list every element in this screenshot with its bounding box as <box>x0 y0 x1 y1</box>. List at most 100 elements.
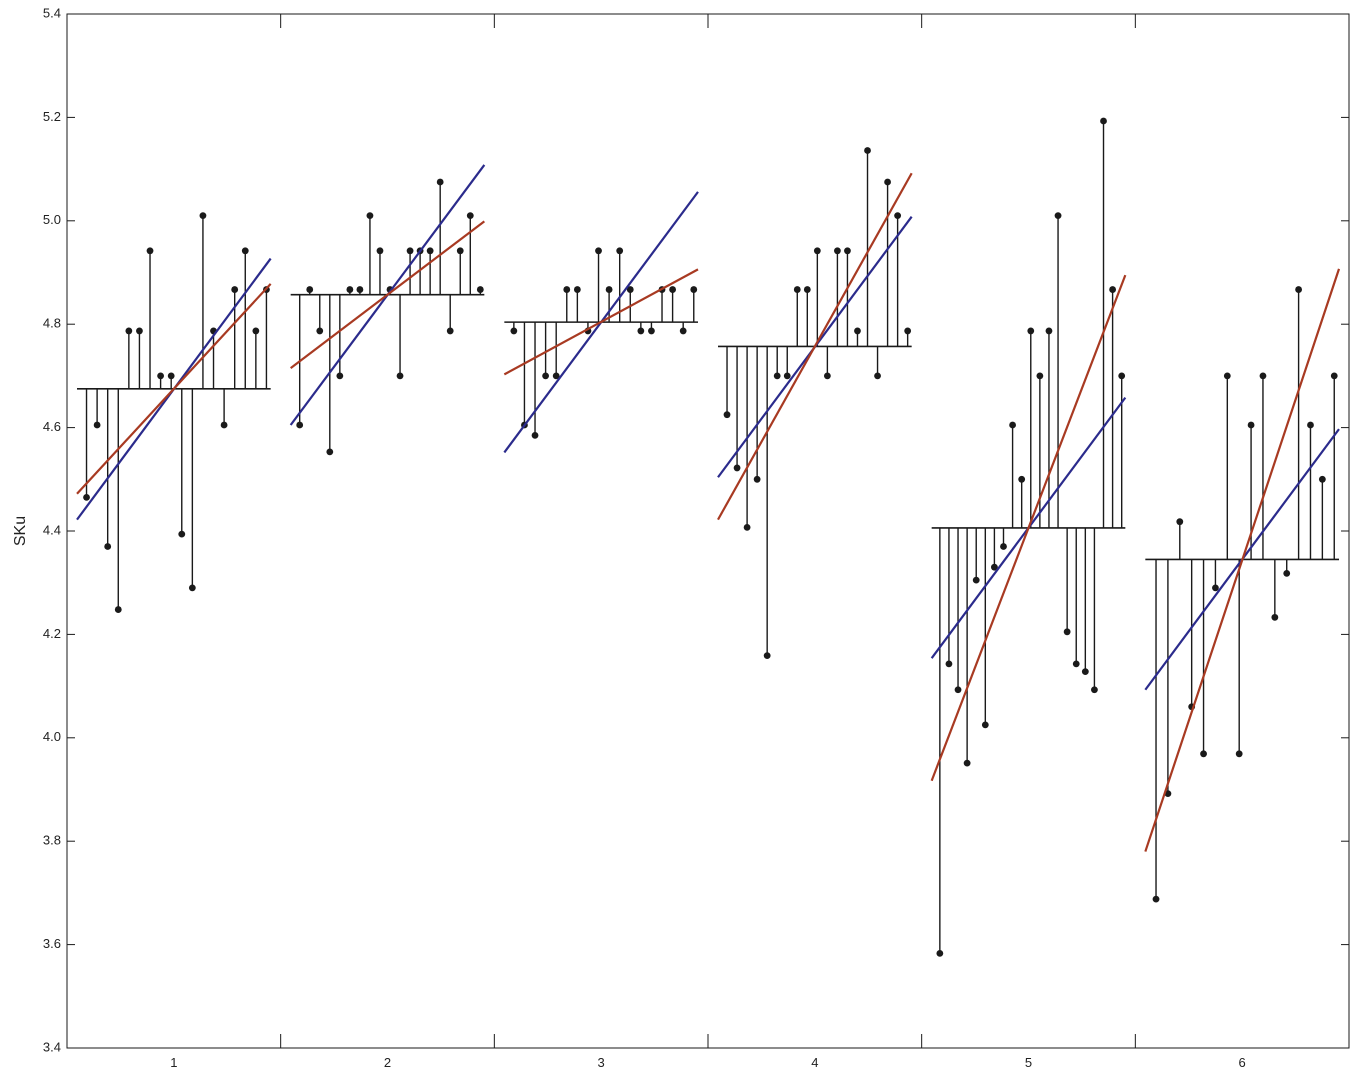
data-point <box>844 247 851 255</box>
data-point <box>1018 475 1026 483</box>
data-point <box>1318 475 1326 483</box>
data-point <box>743 523 751 531</box>
data-point <box>1307 421 1314 429</box>
data-point <box>1100 117 1107 125</box>
plot-area <box>76 117 1341 957</box>
y-tick-label: 4.0 <box>43 729 61 744</box>
data-point <box>981 721 989 729</box>
data-point <box>637 327 645 335</box>
y-tick-label: 4.2 <box>43 626 61 641</box>
data-point <box>1259 372 1267 380</box>
data-point <box>679 327 687 335</box>
data-point <box>1247 421 1255 429</box>
y-tick-label: 4.8 <box>43 316 61 331</box>
data-point <box>1223 372 1231 380</box>
data-point <box>346 286 354 293</box>
data-point <box>1176 518 1184 526</box>
data-point <box>690 286 698 293</box>
data-point <box>1200 750 1207 758</box>
data-point <box>783 372 791 380</box>
data-point <box>605 286 613 293</box>
data-point <box>1330 372 1338 380</box>
data-point <box>963 759 971 767</box>
y-tick-label: 5.0 <box>43 212 61 227</box>
data-point <box>1295 286 1303 293</box>
data-point <box>823 372 831 380</box>
data-point <box>178 530 186 538</box>
data-point <box>436 178 444 186</box>
data-point <box>894 212 902 220</box>
data-point <box>220 421 228 429</box>
data-point <box>531 431 539 439</box>
group-2 <box>289 164 486 456</box>
data-point <box>1271 613 1279 621</box>
y-tick-label: 4.4 <box>43 522 61 537</box>
data-point <box>793 286 801 293</box>
data-point <box>854 327 861 335</box>
data-point <box>1212 584 1219 592</box>
data-point <box>376 247 384 255</box>
data-point <box>972 576 980 584</box>
red-fit-line <box>76 283 272 495</box>
data-point <box>936 949 944 957</box>
data-point <box>874 372 881 380</box>
data-point <box>864 147 871 154</box>
y-tick-label: 5.2 <box>43 109 61 124</box>
x-tick-label: 4 <box>811 1055 818 1070</box>
data-point <box>945 660 953 668</box>
red-fit-line <box>930 274 1127 782</box>
data-point <box>1081 668 1089 676</box>
data-point <box>753 475 761 483</box>
y-axis-label: SKu <box>12 516 29 546</box>
data-point <box>1054 212 1062 220</box>
data-point <box>167 372 175 380</box>
data-point <box>446 327 454 335</box>
data-point <box>904 327 912 335</box>
x-tick-label: 5 <box>1025 1055 1032 1070</box>
data-point <box>241 247 249 255</box>
group-6 <box>1144 268 1341 903</box>
data-point <box>803 286 811 293</box>
data-point <box>1072 660 1080 668</box>
y-axis: 3.4 3.6 3.8 4.0 4.2 4.4 4.6 4.8 5.0 5.2 5.4 <box>43 5 1349 1054</box>
group-4 <box>717 147 913 659</box>
data-point <box>306 286 314 293</box>
data-point <box>146 247 154 255</box>
data-point <box>366 212 374 220</box>
data-point <box>834 247 841 255</box>
data-point <box>1027 327 1035 335</box>
x-tick-label: 3 <box>598 1055 605 1070</box>
red-fit-line <box>717 172 913 521</box>
x-tick-label: 1 <box>170 1055 177 1070</box>
data-point <box>669 286 677 293</box>
data-point <box>104 543 112 550</box>
data-point <box>456 247 464 255</box>
x-axis: 1 2 3 4 5 6 <box>170 14 1246 1070</box>
data-point <box>552 372 560 380</box>
data-point <box>1009 421 1016 429</box>
data-point <box>1235 750 1243 758</box>
data-point <box>406 247 414 255</box>
y-tick-label: 5.4 <box>43 5 61 20</box>
data-point <box>884 178 891 186</box>
data-point <box>991 563 998 571</box>
data-point <box>733 464 741 472</box>
data-point <box>157 372 165 380</box>
data-point <box>426 247 434 255</box>
group-1 <box>76 212 272 613</box>
data-point <box>125 327 133 335</box>
data-point <box>595 247 602 255</box>
data-point <box>1045 327 1053 335</box>
data-point <box>1036 372 1044 380</box>
data-point <box>954 686 962 694</box>
x-tick-label: 2 <box>384 1055 391 1070</box>
red-fit-line <box>503 268 699 376</box>
data-point <box>616 247 624 255</box>
data-point <box>252 327 260 335</box>
data-point <box>763 652 771 659</box>
x-tick-label: 6 <box>1239 1055 1246 1070</box>
data-point <box>476 286 484 293</box>
data-point <box>1152 895 1160 903</box>
data-point <box>1091 686 1098 694</box>
